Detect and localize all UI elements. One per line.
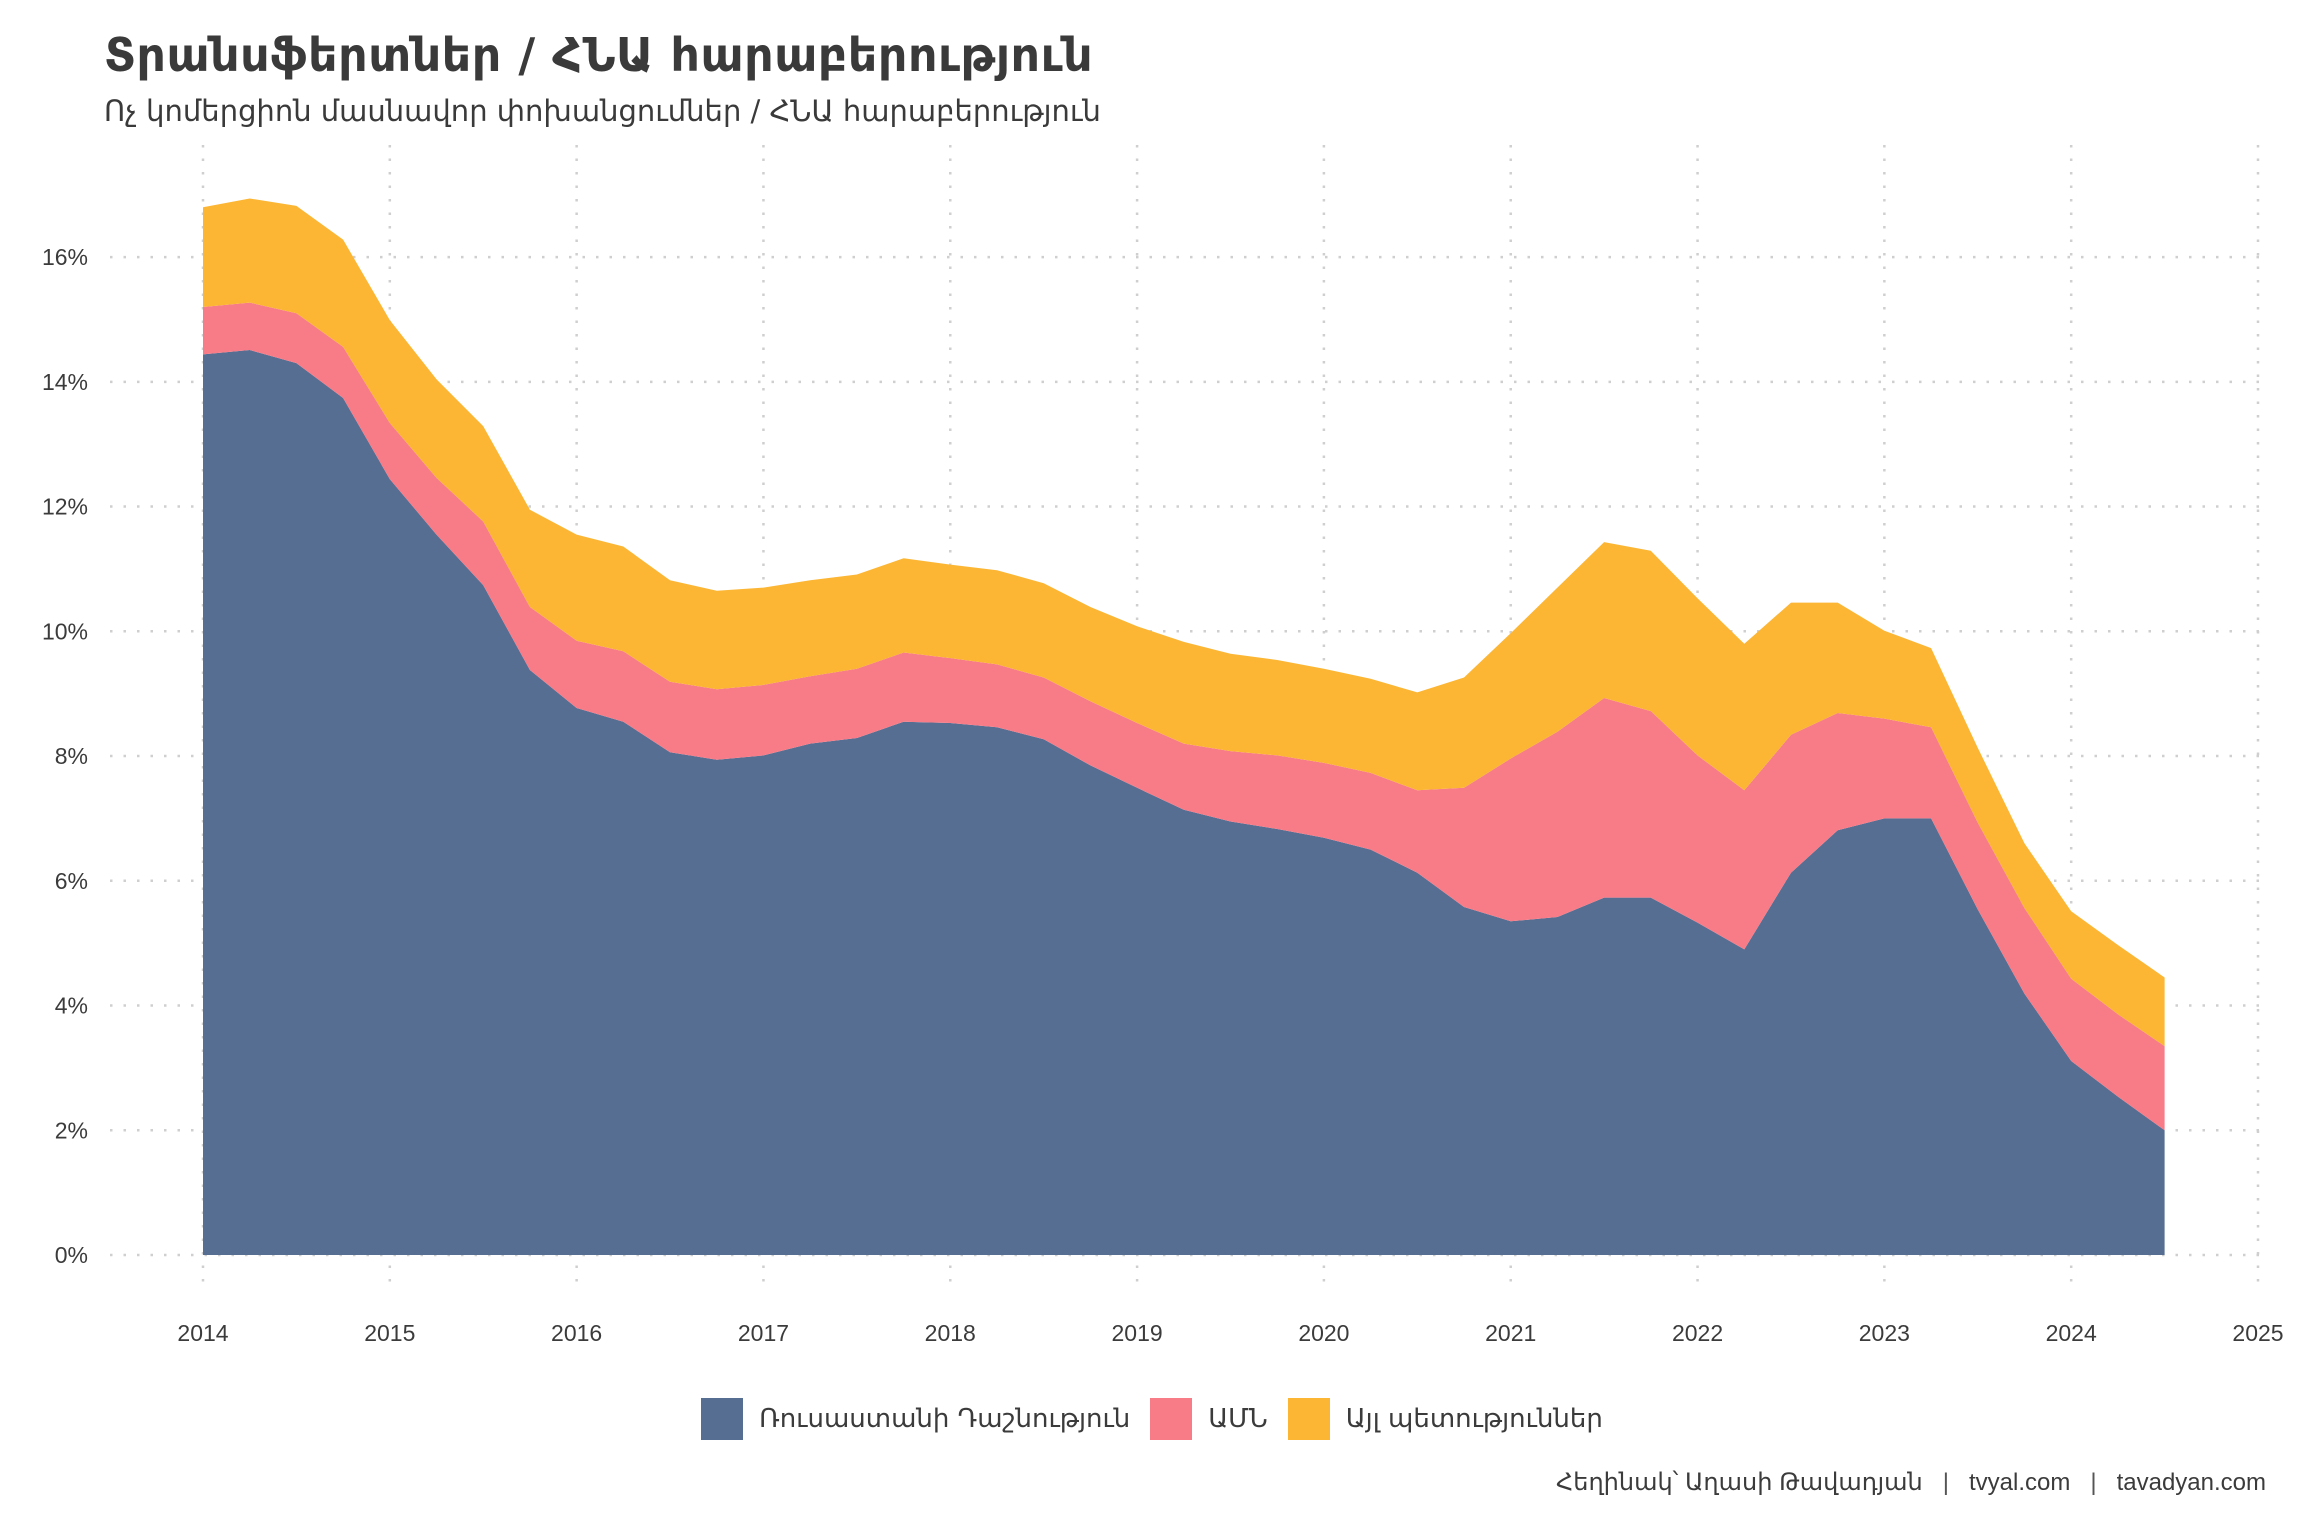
x-tick-label: 2022 bbox=[1672, 1320, 1723, 1346]
legend-swatch-usa bbox=[1150, 1398, 1193, 1440]
y-tick-label: 8% bbox=[55, 743, 88, 769]
legend: Ռուսաստանի Դաշնություն ԱՄՆ Այլ պետությու… bbox=[0, 1398, 2304, 1440]
chart-title: Տրանսֆերտներ / ՀՆԱ հարաբերություն bbox=[104, 28, 1094, 82]
x-tick-label: 2025 bbox=[2232, 1320, 2283, 1346]
x-tick-label: 2024 bbox=[2046, 1320, 2097, 1346]
y-tick-label: 6% bbox=[55, 868, 88, 894]
legend-label: Այլ պետություններ bbox=[1345, 1404, 1603, 1434]
area-russia[interactable] bbox=[203, 350, 2165, 1255]
area-series bbox=[203, 198, 2165, 1255]
chart-subtitle: Ոչ կոմերցիոն մասնավոր փոխանցումներ / ՀՆԱ… bbox=[104, 94, 1101, 128]
x-tick-label: 2020 bbox=[1298, 1320, 1349, 1346]
y-tick-label: 14% bbox=[42, 369, 88, 395]
caption-site-tvyal[interactable]: tvyal.com bbox=[1968, 1468, 2071, 1496]
x-tick-label: 2021 bbox=[1485, 1320, 1536, 1346]
x-tick-label: 2023 bbox=[1859, 1320, 1910, 1346]
caption-separator: | bbox=[2090, 1468, 2097, 1496]
legend-label: Ռուսաստանի Դաշնություն bbox=[759, 1404, 1131, 1434]
y-tick-label: 0% bbox=[55, 1242, 88, 1268]
legend-swatch-russia bbox=[701, 1398, 744, 1440]
y-tick-label: 16% bbox=[42, 244, 88, 270]
legend-item-russia[interactable]: Ռուսաստանի Դաշնություն bbox=[701, 1398, 1130, 1440]
x-tick-label: 2018 bbox=[925, 1320, 976, 1346]
y-tick-label: 12% bbox=[42, 494, 88, 520]
x-tick-label: 2016 bbox=[551, 1320, 602, 1346]
x-axis-ticks: 2014 2015 2016 2017 2018 2019 2020 2021 2022 2023… bbox=[177, 1320, 2283, 1346]
legend-item-usa[interactable]: ԱՄՆ bbox=[1150, 1398, 1268, 1440]
x-tick-label: 2019 bbox=[1112, 1320, 1163, 1346]
caption-site-tavadyan[interactable]: tavadyan.com bbox=[2116, 1468, 2266, 1496]
caption-author: Հեղինակ՝ Աղասի Թավադյան bbox=[1556, 1469, 1923, 1496]
legend-item-other[interactable]: Այլ պետություններ bbox=[1287, 1398, 1603, 1440]
y-tick-label: 2% bbox=[55, 1117, 88, 1143]
legend-label: ԱՄՆ bbox=[1208, 1404, 1268, 1434]
y-axis-ticks: 0% 2% 4% 6% 8% 10% 12% 14% 16% bbox=[42, 244, 88, 1268]
x-tick-label: 2015 bbox=[364, 1320, 415, 1346]
x-tick-label: 2014 bbox=[177, 1320, 228, 1346]
caption-separator: | bbox=[1942, 1468, 1949, 1496]
area-other-countries[interactable] bbox=[203, 198, 2165, 1047]
x-tick-label: 2017 bbox=[738, 1320, 789, 1346]
legend-swatch-other bbox=[1287, 1398, 1330, 1440]
y-tick-label: 10% bbox=[42, 618, 88, 644]
caption: Հեղինակ՝ Աղասի Թավադյան | tvyal.com | ta… bbox=[1556, 1468, 2266, 1497]
y-tick-label: 4% bbox=[55, 993, 88, 1019]
